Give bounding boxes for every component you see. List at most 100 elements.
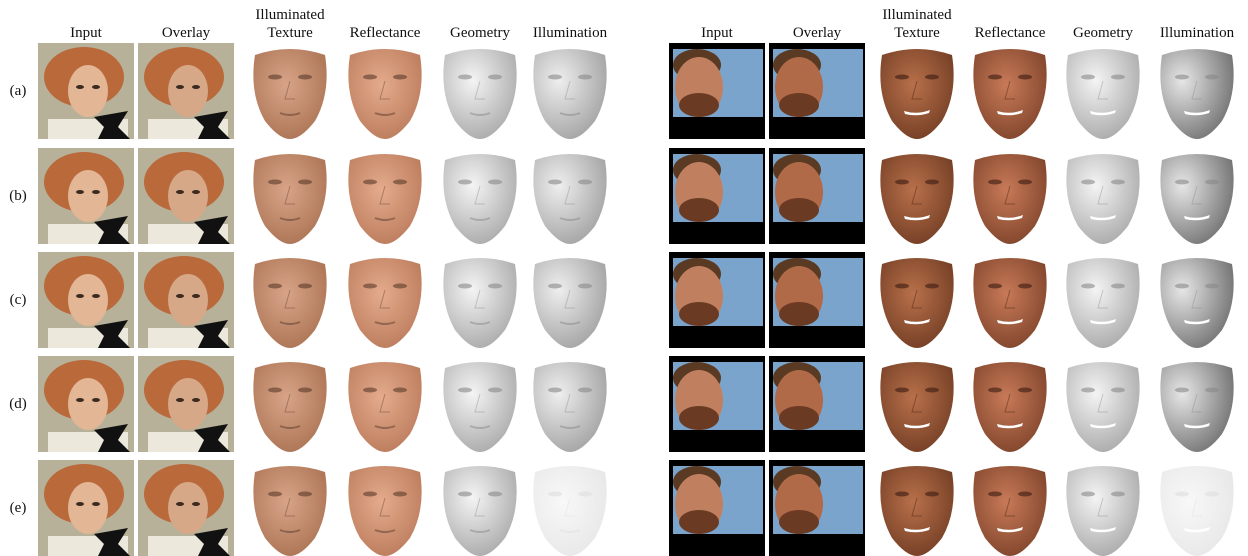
eye [76, 190, 84, 194]
input-image [138, 252, 234, 348]
eye [268, 75, 282, 80]
face [168, 65, 208, 117]
eye [92, 85, 100, 89]
column-header: Input [36, 0, 136, 42]
face-shape [443, 49, 516, 139]
face [168, 274, 208, 326]
input-image [669, 356, 765, 452]
eye [548, 75, 562, 80]
face-shape [443, 154, 516, 244]
eye [1081, 75, 1095, 80]
eye [268, 388, 282, 393]
beard [679, 510, 719, 534]
face-shape [253, 466, 326, 556]
eye [92, 294, 100, 298]
eye [925, 492, 939, 497]
beard [679, 302, 719, 326]
face-shape [1160, 154, 1233, 244]
eye [176, 502, 184, 506]
beard [779, 510, 819, 534]
face [168, 170, 208, 222]
eye [1175, 180, 1189, 185]
eye [488, 388, 502, 393]
face-render [348, 258, 421, 348]
face-render [1066, 154, 1139, 244]
face-render [1066, 258, 1139, 348]
face-render [443, 154, 516, 244]
eye [92, 190, 100, 194]
eye [988, 180, 1002, 185]
input-image [138, 43, 234, 139]
input-image [38, 460, 134, 556]
face-shape [443, 466, 516, 556]
column-header: Reflectance [960, 0, 1060, 42]
eye [76, 398, 84, 402]
column-header: Input [667, 0, 767, 42]
beard [779, 406, 819, 430]
face-render [1066, 362, 1139, 452]
face-render [443, 258, 516, 348]
eye [393, 388, 407, 393]
face-render [533, 258, 606, 348]
eye [925, 75, 939, 80]
input-image [138, 460, 234, 556]
eye [76, 502, 84, 506]
eye [1111, 284, 1125, 289]
face-render [1160, 154, 1233, 244]
face-shape [973, 466, 1046, 556]
face [68, 482, 108, 534]
eye [458, 388, 472, 393]
face-render [1066, 466, 1139, 556]
face-render [348, 154, 421, 244]
face-render [443, 49, 516, 139]
eye [578, 388, 592, 393]
eye [1111, 492, 1125, 497]
column-header: Overlay [767, 0, 867, 42]
face [68, 378, 108, 430]
face-render [253, 258, 326, 348]
eye [1018, 492, 1032, 497]
eye [458, 180, 472, 185]
face-render [253, 49, 326, 139]
face-shape [1160, 362, 1233, 452]
column-header: Reflectance [335, 0, 435, 42]
eye [192, 398, 200, 402]
eye [548, 180, 562, 185]
eye [578, 492, 592, 497]
face-shape [1160, 49, 1233, 139]
beard [779, 302, 819, 326]
face-shape [253, 362, 326, 452]
eye [1175, 492, 1189, 497]
face-render [348, 49, 421, 139]
eye [1175, 388, 1189, 393]
face-shape [973, 362, 1046, 452]
row-label: (b) [0, 187, 36, 205]
face-shape [253, 49, 326, 139]
beard [679, 93, 719, 117]
beard [779, 93, 819, 117]
eye [488, 180, 502, 185]
eye [1081, 284, 1095, 289]
face-render [533, 154, 606, 244]
eye [1205, 75, 1219, 80]
face-render [533, 49, 606, 139]
eye [895, 284, 909, 289]
face-render [1160, 362, 1233, 452]
eye [578, 284, 592, 289]
face-shape [973, 154, 1046, 244]
eye [176, 190, 184, 194]
eye [1081, 388, 1095, 393]
face-render [443, 362, 516, 452]
eye [1205, 180, 1219, 185]
eye [1018, 75, 1032, 80]
eye [1111, 180, 1125, 185]
face [68, 65, 108, 117]
face-shape [973, 49, 1046, 139]
face-shape [880, 154, 953, 244]
eye [578, 75, 592, 80]
input-image [769, 356, 865, 452]
face-shape [443, 362, 516, 452]
face-render [533, 362, 606, 452]
face-render [973, 154, 1046, 244]
face-shape [533, 49, 606, 139]
